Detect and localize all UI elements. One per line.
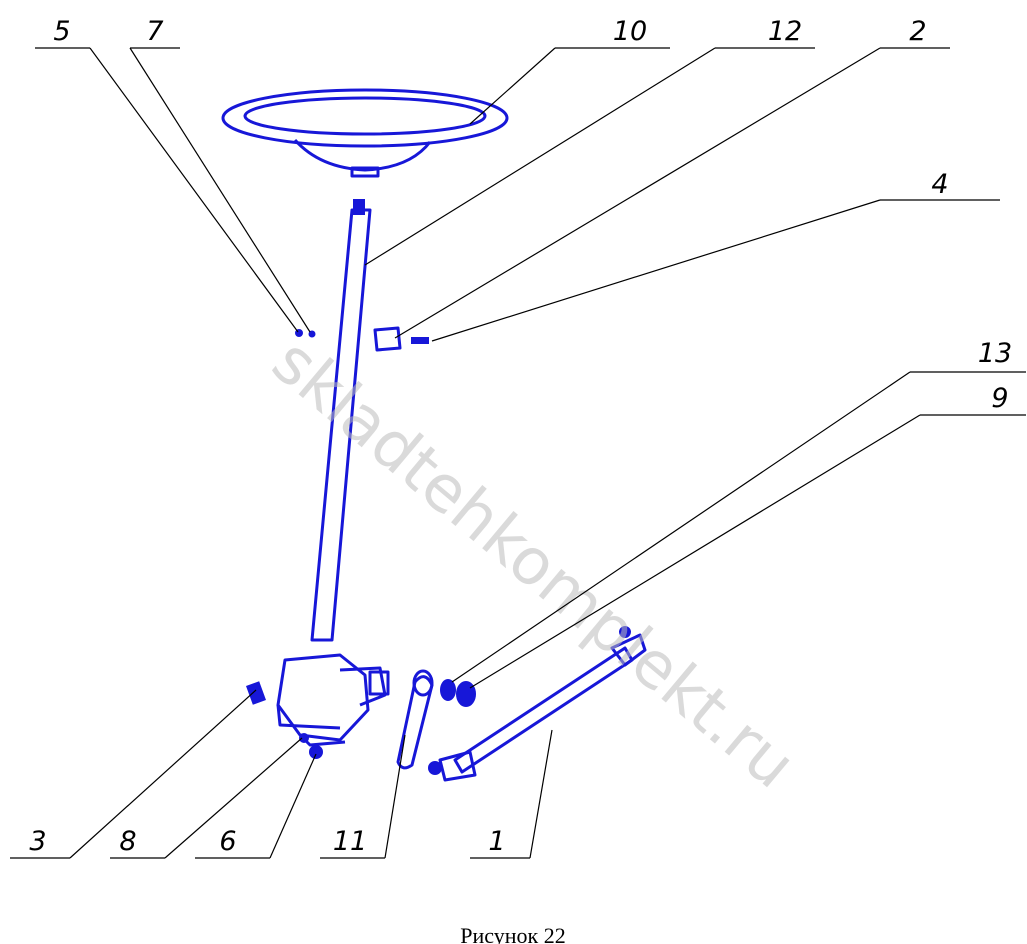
wheel-hub (293, 139, 432, 172)
rod-end-left (438, 750, 477, 782)
callout-leader (384, 734, 406, 859)
callout-label: 12 (768, 16, 802, 47)
callout-label: 4 (931, 169, 948, 200)
part-13 (440, 679, 456, 701)
callout-label: 11 (333, 826, 367, 857)
gearbox (276, 653, 370, 742)
callout-leader (469, 47, 556, 125)
callout-leader (164, 737, 303, 859)
callout-label: 5 (53, 16, 70, 47)
callout-label: 6 (219, 826, 236, 857)
rod-ball-right (619, 626, 631, 638)
callout-leader (269, 753, 317, 859)
wheel-rim-inner (243, 96, 487, 136)
callout-label: 7 (146, 16, 163, 47)
callout-leader (529, 729, 553, 859)
callout-label: 1 (488, 826, 505, 857)
clamp-2 (373, 326, 402, 352)
callout-label: 3 (29, 826, 46, 857)
part-7 (308, 330, 316, 338)
wheel-nut (350, 166, 380, 178)
steering-wheel (221, 88, 509, 148)
part-6 (309, 745, 323, 759)
callout-leader (469, 414, 921, 689)
callout-leader (451, 371, 911, 683)
part-8 (299, 733, 309, 743)
gearbox-shaft (368, 670, 390, 696)
callout-leader (364, 47, 716, 266)
steering-assembly (221, 88, 647, 782)
callout-label: 9 (991, 383, 1008, 414)
callout-label: 13 (978, 338, 1012, 369)
callout-label: 2 (909, 16, 926, 47)
bolt-4 (411, 337, 429, 344)
arm-head (412, 669, 434, 697)
caption: Рисунок 22 (460, 923, 565, 944)
watermark: skladtehkomplekt.ru (258, 325, 808, 804)
gearbox-side (339, 666, 387, 707)
callout-label: 10 (613, 16, 647, 47)
rod-ball-left (428, 761, 442, 775)
callout-leader (69, 689, 257, 859)
rod-end-right (610, 633, 647, 667)
part-3 (246, 681, 266, 705)
callout-leader (89, 47, 299, 333)
callout-leader (394, 47, 881, 339)
callout-leader (431, 199, 881, 342)
column-top (353, 199, 365, 215)
part-9 (456, 681, 476, 707)
callout-label: 8 (119, 826, 136, 857)
callout-leader (129, 47, 311, 333)
